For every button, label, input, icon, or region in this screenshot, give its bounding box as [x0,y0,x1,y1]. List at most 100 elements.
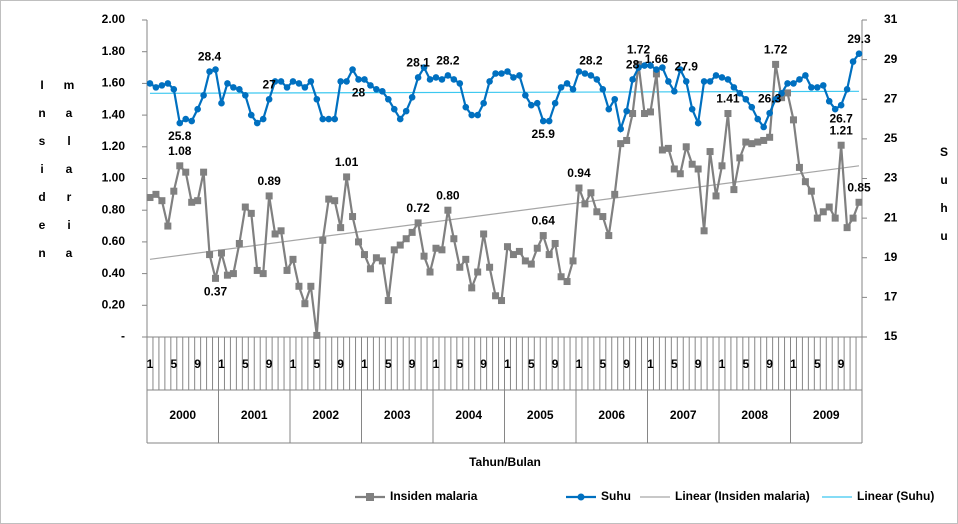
data-label: 26.7 [829,111,853,125]
point-marker [313,95,321,103]
point-marker [724,76,732,83]
point-marker [736,90,744,97]
point-marker [676,66,684,73]
y2-tick-label: 15 [884,329,898,343]
point-marker [474,111,481,119]
data-label: 27.9 [675,60,699,74]
y2-tick-label: 21 [884,210,898,224]
legend-marker [577,493,585,501]
point-marker [575,68,583,75]
y2-tick-label: 19 [884,250,898,264]
x-tick-label: 5 [599,357,606,371]
point-marker [515,247,523,255]
data-label: 0.64 [532,214,556,228]
point-marker [617,125,624,133]
point-marker [754,115,762,123]
point-marker [420,64,428,71]
x-tick-label: 9 [552,357,559,371]
data-label: 28 [626,58,640,72]
year-label: 2006 [598,408,625,422]
point-marker [355,238,363,246]
point-marker [718,74,726,81]
x-tick-label: 9 [194,357,201,371]
data-label: 1.41 [716,92,740,106]
data-label: 29.3 [847,32,871,46]
point-marker [849,214,857,222]
point-marker [372,254,380,262]
point-marker [247,209,255,217]
point-marker [212,66,219,73]
point-marker [188,198,196,206]
point-marker [712,192,720,200]
point-marker [301,84,309,91]
point-marker [843,86,851,93]
point-marker [849,58,857,65]
x-tick-label: 1 [719,357,726,371]
x-tick-label: 5 [313,357,320,371]
point-marker [295,80,303,87]
point-marker [831,105,839,113]
point-marker [444,72,452,79]
point-marker [790,80,797,87]
point-marker [814,84,821,91]
x-axis-title: Tahun/Bulan [469,455,541,469]
legend-label: Suhu [601,489,631,503]
legend-label: Insiden malaria [390,489,478,503]
point-marker [629,76,636,83]
point-marker [295,282,303,290]
point-marker [646,108,654,116]
x-tick-label: 1 [290,357,297,371]
point-marker [253,119,261,127]
point-marker [641,62,648,69]
x-tick-label: 9 [623,357,630,371]
y2-tick-label: 31 [884,12,898,26]
x-tick-label: 1 [790,357,797,371]
point-marker [325,115,333,123]
point-marker [337,78,344,85]
point-marker [378,257,386,265]
point-marker [307,78,315,85]
point-marker [855,50,863,57]
point-marker [408,228,416,236]
y-tick-label: 1.60 [102,76,126,90]
point-marker [277,78,285,85]
y-tick-label: 1.40 [102,107,126,121]
data-label: 0.72 [406,201,430,215]
point-marker [486,78,493,85]
x-tick-label: 9 [766,357,773,371]
point-marker [289,78,297,85]
point-marker [569,86,577,93]
y2-tick-label: 29 [884,52,898,66]
x-tick-label: 5 [385,357,392,371]
point-marker [533,99,541,107]
point-marker [217,249,225,257]
point-marker [414,74,422,81]
x-tick-label: 9 [480,357,487,371]
point-marker [813,214,821,222]
year-label: 2009 [813,408,840,422]
point-marker [206,251,214,259]
point-marker [319,236,327,244]
point-marker [480,99,487,107]
x-tick-label: 5 [742,357,749,371]
point-marker [432,244,440,252]
y-tick-label: - [121,329,125,343]
x-tick-label: 1 [504,357,511,371]
point-marker [265,95,273,103]
point-marker [819,82,827,89]
y-tick-label: 1.80 [102,44,126,58]
point-marker [825,97,833,105]
point-marker [837,141,845,149]
data-label: 0.37 [204,285,228,299]
data-label: 25.9 [532,127,556,141]
point-marker [510,74,517,81]
point-marker [420,252,428,260]
point-marker [164,80,172,87]
data-label: 28.2 [436,54,460,68]
y2-axis-title: Suhu [937,145,951,257]
point-marker [146,194,154,202]
point-marker [402,235,410,243]
point-marker [432,74,440,81]
y-tick-label: 0.40 [102,266,126,280]
point-marker [259,115,267,123]
